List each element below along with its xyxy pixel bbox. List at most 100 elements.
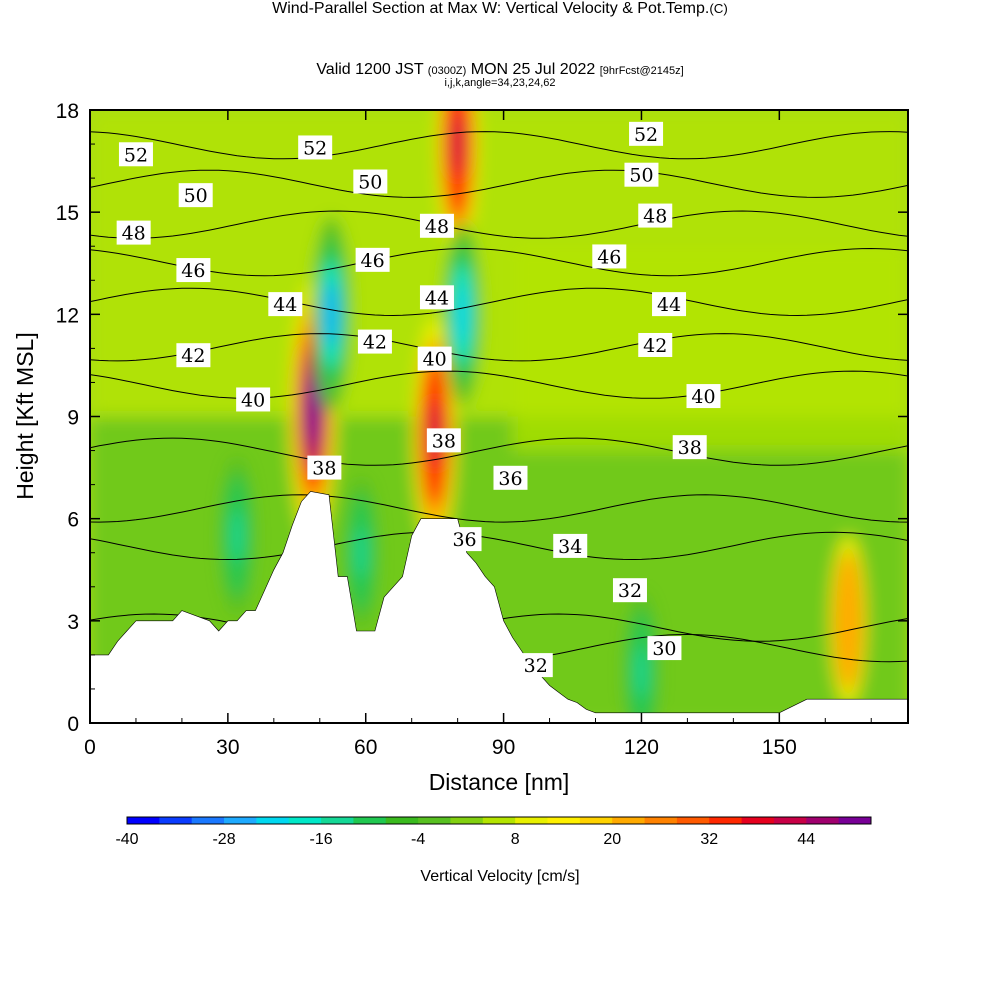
y-tick-label: 6	[67, 509, 79, 532]
x-tick-label: 150	[762, 736, 797, 759]
y-tick-label: 3	[67, 611, 79, 634]
theta-label: 46	[592, 244, 627, 269]
subtitle-valid: Valid 1200 JST	[316, 61, 424, 78]
theta-contour	[90, 333, 908, 362]
colorbar-swatch	[191, 817, 225, 824]
theta-label: 44	[652, 292, 687, 317]
theta-label-box	[178, 183, 213, 208]
theta-label-box	[307, 455, 342, 480]
theta-contour	[90, 494, 908, 523]
theta-label-text: 32	[618, 580, 642, 602]
theta-label: 44	[419, 285, 454, 310]
theta-label-text: 42	[181, 345, 205, 367]
theta-label-box	[652, 292, 687, 317]
colorbar-swatch	[644, 817, 678, 824]
w-field-cell	[231, 509, 243, 563]
theta-label-box	[426, 428, 461, 453]
subtitle-utc: (0300Z)	[427, 65, 467, 77]
colorbar-swatch	[806, 817, 840, 824]
theta-label-box	[236, 387, 271, 412]
theta-label-box	[353, 169, 388, 194]
theta-label: 52	[298, 135, 333, 160]
theta-label-box	[419, 213, 454, 238]
theta-contour	[90, 131, 908, 160]
theta-contour	[90, 169, 908, 198]
theta-label: 38	[426, 428, 461, 453]
theta-label-text: 50	[629, 165, 653, 187]
theta-contour	[90, 437, 908, 466]
theta-contour	[90, 287, 908, 317]
y-tick-label: 15	[56, 202, 79, 225]
theta-label-text: 38	[432, 430, 456, 452]
colorbar-tick-label: -16	[310, 831, 333, 848]
theta-label-box	[638, 332, 673, 357]
x-tick-label: 0	[84, 736, 96, 759]
theta-label-box	[417, 346, 452, 371]
colorbar-swatch	[256, 817, 290, 824]
theta-label-text: 32	[524, 655, 548, 677]
w-field-cell	[635, 645, 648, 699]
w-field-cell	[843, 597, 854, 645]
theta-label: 50	[353, 169, 388, 194]
theta-label-text: 42	[643, 335, 667, 357]
colorbar-swatch	[482, 817, 516, 824]
copyright-mark: (C)	[709, 1, 728, 16]
colorbar-swatch	[579, 817, 613, 824]
theta-label-box	[592, 244, 627, 269]
theta-label: 46	[355, 247, 390, 272]
theta-label-text: 50	[358, 172, 382, 194]
x-tick-label: 60	[354, 736, 377, 759]
theta-label-text: 48	[643, 206, 667, 228]
x-axis-label: Distance [nm]	[429, 769, 570, 795]
theta-label-box	[624, 162, 659, 187]
colorbar-tick-label: -40	[115, 831, 138, 848]
colorbar-tick-label: -4	[411, 831, 425, 848]
theta-label-text: 40	[691, 386, 715, 408]
theta-label-box	[298, 135, 333, 160]
colorbar-swatch	[353, 817, 387, 824]
theta-label-box	[612, 578, 647, 603]
theta-label: 42	[357, 329, 392, 354]
theta-label-box	[686, 384, 721, 409]
theta-label-box	[647, 636, 682, 661]
colorbar-tick-label: 8	[511, 831, 520, 848]
theta-label-text: 34	[558, 536, 582, 558]
theta-label-box	[629, 121, 664, 146]
colorbar-swatch	[288, 817, 322, 824]
theta-label-text: 46	[361, 250, 385, 272]
theta-label: 50	[178, 183, 213, 208]
w-field-cell	[306, 373, 320, 446]
colorbar-tick-label: 20	[603, 831, 621, 848]
colorbar-swatch	[612, 817, 645, 824]
theta-label-text: 36	[498, 468, 522, 490]
subtitle-forecast: [9hrFcst@2145z]	[599, 65, 684, 77]
theta-label-text: 48	[425, 216, 449, 238]
theta-label-text: 42	[363, 332, 387, 354]
theta-label: 52	[629, 121, 664, 146]
colorbar-swatch	[127, 817, 160, 824]
colorbar-swatch	[224, 817, 257, 824]
theta-label-text: 44	[273, 294, 297, 316]
w-field-cell	[456, 283, 469, 345]
theta-label-box	[176, 258, 211, 283]
theta-label-box	[118, 142, 153, 167]
theta-label: 52	[118, 142, 153, 167]
colorbar-label: Vertical Velocity [cm/s]	[420, 868, 579, 885]
colorbar-swatch	[321, 817, 354, 824]
w-field-band	[512, 246, 908, 451]
theta-label-text: 44	[657, 294, 681, 316]
chart-subtitle: Valid 1200 JST (0300Z) MON 25 Jul 2022 […	[0, 61, 1000, 79]
theta-label-text: 30	[652, 638, 676, 660]
theta-label-text: 38	[312, 458, 336, 480]
y-tick-label: 9	[67, 407, 79, 430]
theta-label-box	[672, 435, 707, 460]
x-tick-label: 90	[492, 736, 515, 759]
chart-title-text: Wind-Parallel Section at Max W: Vertical…	[272, 0, 710, 17]
theta-label-text: 52	[303, 137, 327, 159]
w-field-cell	[451, 112, 464, 176]
theta-label-text: 40	[423, 349, 447, 371]
theta-label-text: 46	[597, 246, 621, 268]
x-tick-label: 120	[624, 736, 659, 759]
theta-contour	[90, 370, 908, 399]
theta-label-box	[176, 343, 211, 368]
